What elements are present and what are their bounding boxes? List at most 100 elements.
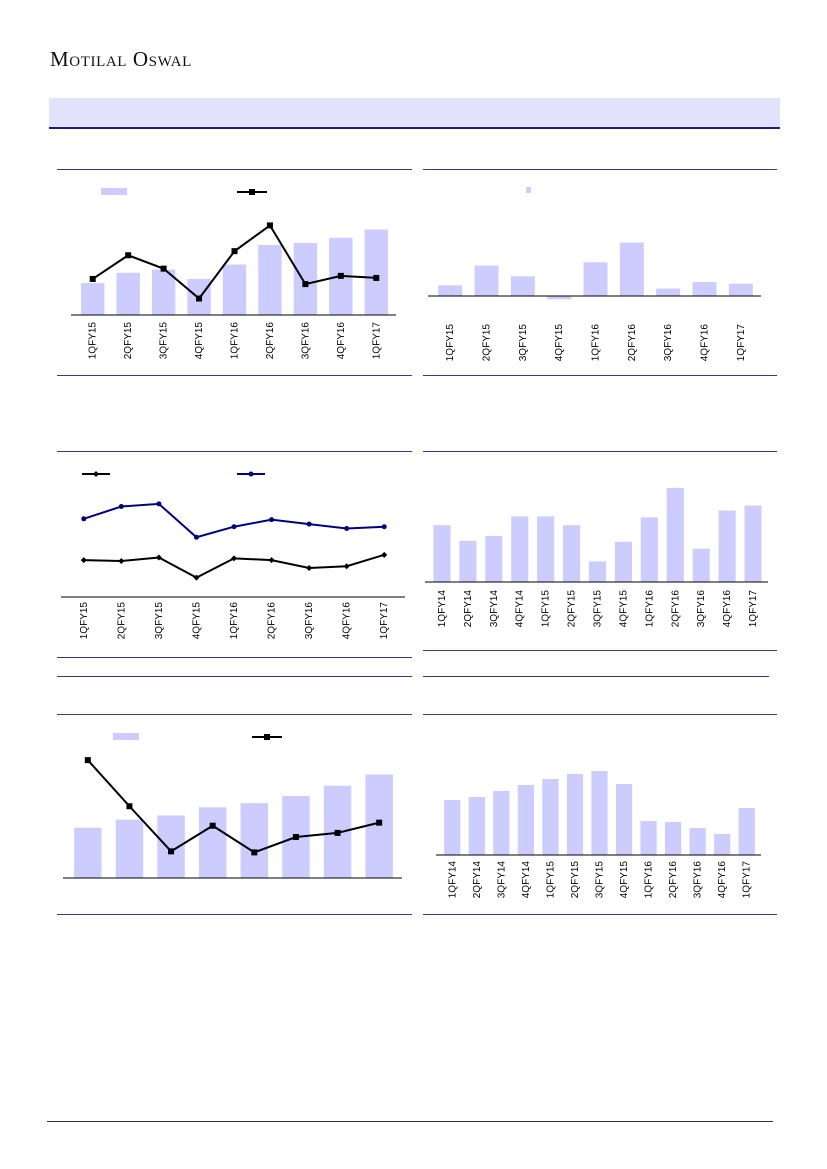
bar [689, 828, 706, 855]
tick-label: 1QFY17 [742, 861, 753, 899]
tick-label: 4QFY16 [336, 322, 347, 360]
company-logo: Motilal Oswal [50, 47, 192, 71]
chart-frame-top [57, 676, 412, 677]
line-point [337, 272, 344, 279]
tick-label: 2QFY15 [570, 861, 581, 899]
line-point [344, 525, 350, 531]
tick-label: 1QFY16 [230, 322, 241, 360]
bar [444, 800, 461, 855]
chart-frame-bottom [57, 914, 412, 915]
line-point [231, 248, 238, 255]
series-line [87, 759, 380, 854]
bar [547, 296, 572, 300]
line-point [126, 803, 133, 810]
bar [744, 505, 762, 582]
tick-label: 2QFY16 [627, 324, 638, 362]
tick-label: 3QFY16 [693, 861, 704, 899]
tick-label: 4QFY15 [618, 590, 629, 628]
bar [81, 283, 105, 315]
line-point [193, 534, 199, 540]
chart-frame-top [57, 169, 412, 170]
tick-label: 2QFY15 [567, 590, 578, 628]
line-point [125, 252, 132, 259]
tick-label: 2QFY16 [670, 590, 681, 628]
chart-frame-top [423, 169, 777, 170]
legend-marker [249, 189, 255, 195]
chart-6: 1QFY14 2QFY14 3QFY14 4QFY14 1QFY15 2QFY15 3QFY… [436, 771, 761, 899]
tick-label: 1QFY17 [379, 602, 390, 640]
tick-label: 3QFY16 [663, 324, 674, 362]
bar [258, 244, 282, 315]
line-point [84, 757, 91, 764]
tick-label: 1QFY14 [447, 861, 458, 899]
tick-label: 3QFY15 [518, 324, 529, 362]
bar [583, 262, 608, 296]
line-point [343, 563, 350, 570]
line-point [118, 504, 124, 510]
tick-label: 3QFY16 [304, 602, 315, 640]
bar [588, 561, 607, 582]
chart-5 [63, 733, 402, 879]
line-point [80, 557, 87, 564]
line-point [334, 829, 341, 836]
bar [714, 834, 731, 855]
chart-frame-top [423, 676, 769, 677]
tick-label: 1QFY17 [748, 590, 759, 628]
bar [459, 540, 477, 582]
bar [738, 808, 755, 855]
chart-frame-bottom [57, 375, 412, 376]
tick-label: 4QFY15 [619, 861, 630, 899]
bar [433, 525, 451, 582]
line-point [269, 517, 275, 523]
bar [468, 797, 485, 855]
chart-frame-bottom [57, 657, 412, 658]
tick-label: 4QFY14 [521, 861, 532, 899]
bar [566, 774, 584, 855]
tick-label: 4QFY15 [194, 322, 205, 360]
line-point [268, 557, 275, 564]
chart-2: 1QFY15 2QFY15 3QFY15 4QFY15 1QFY16 2QFY16 3QFY… [428, 187, 761, 362]
tick-label: 3QFY14 [496, 861, 507, 899]
legend-bar-swatch [526, 187, 531, 193]
line-point [292, 834, 299, 840]
bar [692, 548, 710, 582]
bar [198, 807, 227, 878]
tick-label: 2QFY15 [123, 322, 134, 360]
bar [718, 510, 736, 582]
bar [511, 516, 529, 582]
bar [640, 821, 657, 855]
tick-label: 1QFY17 [371, 322, 382, 360]
tick-label: 4QFY16 [700, 324, 711, 362]
bar [74, 827, 102, 878]
tick-label: 4QFY15 [554, 324, 565, 362]
tick-label: 2QFY14 [472, 861, 483, 899]
tick-label: 3QFY14 [489, 590, 500, 628]
line-point [160, 265, 167, 272]
chart-frame-top [423, 451, 777, 452]
bar [240, 803, 269, 878]
line-point [196, 295, 203, 302]
tick-label: 1QFY15 [445, 324, 456, 362]
bar [614, 541, 632, 582]
bar [115, 819, 144, 878]
chart-frame-top [57, 714, 412, 715]
chart-3: 1QFY15 2QFY15 3QFY15 4QFY15 1QFY16 2QFY16 3QFY… [61, 471, 405, 640]
bar [563, 525, 581, 582]
line-point [381, 524, 387, 530]
chart-4: 1QFY14 2QFY14 3QFY14 4QFY14 1QFY15 2QFY15 3QFY… [425, 487, 768, 628]
line-point [81, 516, 87, 522]
tick-label: 1QFY16 [229, 602, 240, 640]
chart-frame-top [423, 714, 777, 715]
tick-label: 1QFY15 [541, 590, 552, 628]
line-point [376, 819, 383, 826]
tick-label: 4QFY14 [515, 590, 526, 628]
legend-marker [248, 471, 254, 477]
tick-label: 4QFY16 [342, 602, 353, 640]
tick-label: 2QFY15 [482, 324, 493, 362]
legend-bar-swatch [101, 188, 127, 195]
bar [537, 516, 555, 582]
chart-frame-bottom [423, 375, 777, 376]
bar [656, 288, 681, 296]
line-point [155, 554, 162, 561]
bar [438, 285, 463, 296]
